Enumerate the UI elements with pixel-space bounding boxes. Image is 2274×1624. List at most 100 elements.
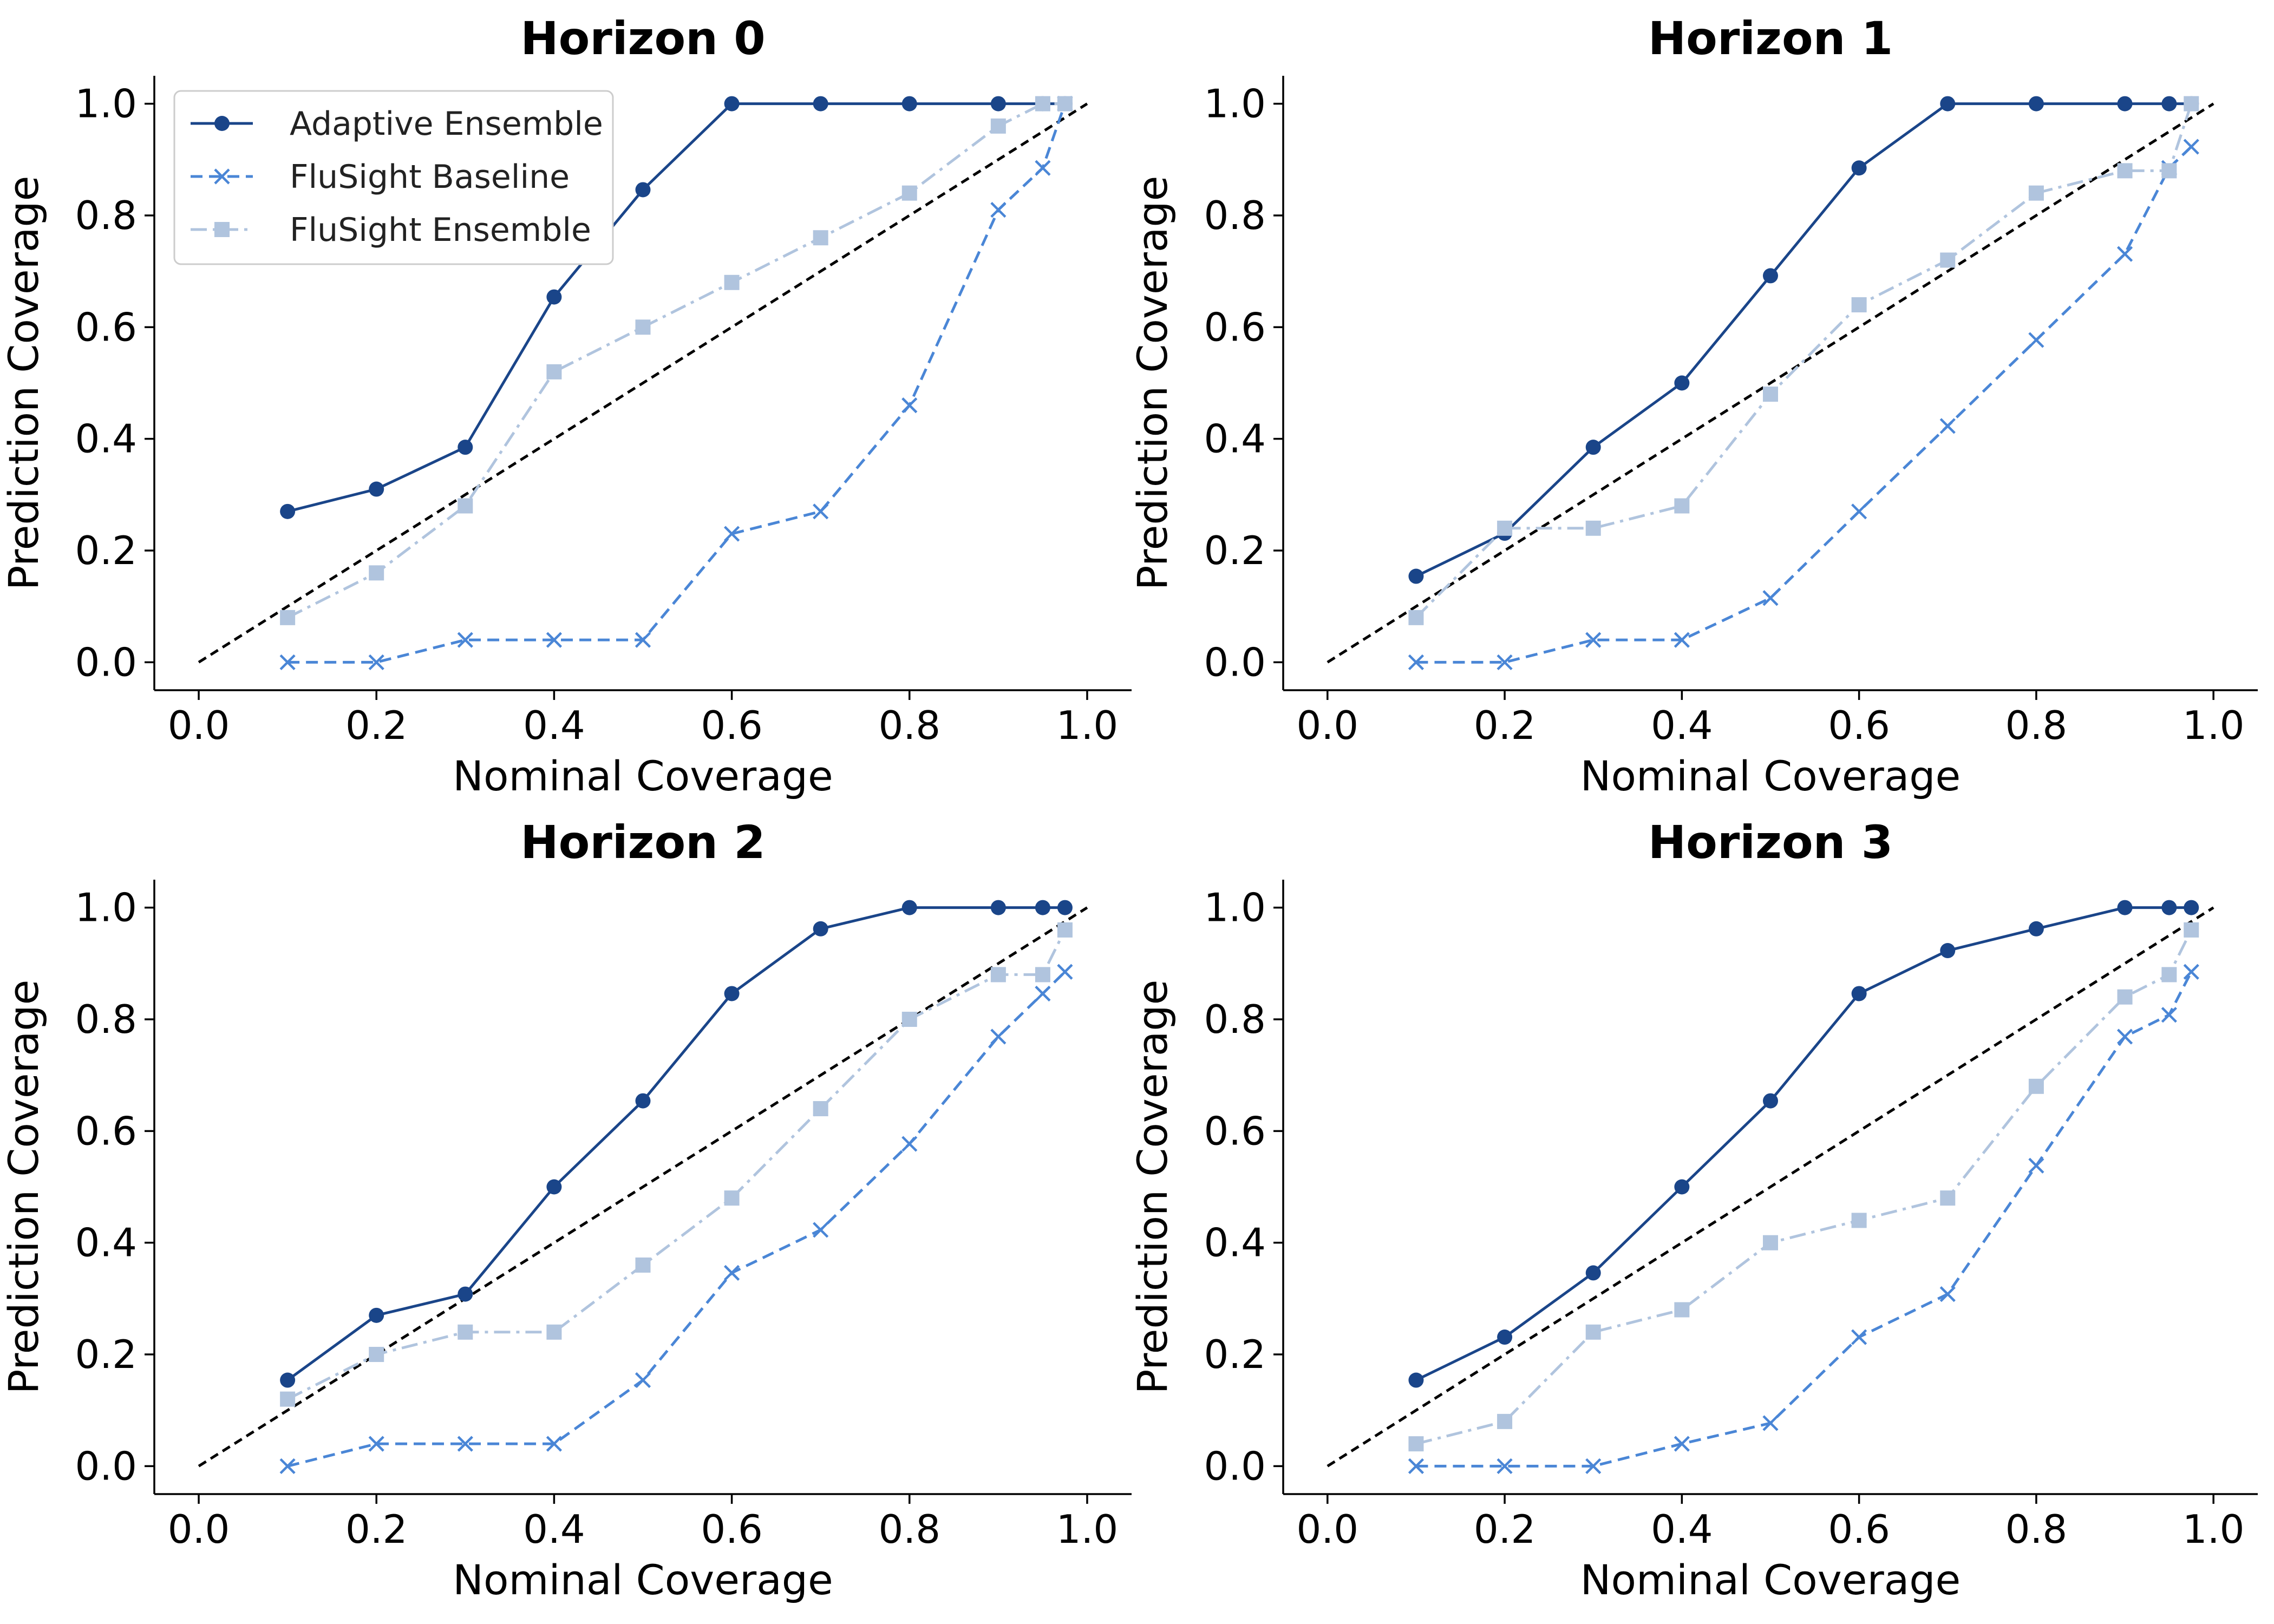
data-point-square bbox=[280, 1391, 296, 1407]
data-point-square bbox=[813, 230, 828, 246]
series-line-flusight-ensemble bbox=[1415, 103, 2193, 619]
data-point-x bbox=[635, 632, 651, 648]
data-point-x bbox=[901, 1136, 918, 1152]
data-point-square bbox=[369, 565, 384, 581]
series-line-adaptive-ensemble bbox=[1415, 102, 2192, 578]
data-point-circle bbox=[990, 96, 1006, 112]
data-point-circle bbox=[1674, 1179, 1690, 1195]
data-point-circle bbox=[901, 900, 917, 915]
data-point-square bbox=[1497, 1413, 1513, 1429]
data-point-square bbox=[2028, 185, 2044, 201]
data-point-circle bbox=[724, 986, 740, 1001]
y-tick-label: 0.8 bbox=[75, 997, 137, 1042]
y-tick-label: 0.0 bbox=[1204, 639, 1266, 685]
data-point-circle bbox=[635, 1093, 651, 1109]
data-point-square bbox=[724, 274, 740, 290]
data-point-circle bbox=[546, 289, 562, 305]
x-tick-label: 0.4 bbox=[1651, 703, 1713, 748]
x-tick-label: 0.4 bbox=[523, 703, 585, 748]
x-tick-label: 0.2 bbox=[345, 1507, 408, 1552]
data-point-square bbox=[635, 319, 651, 335]
x-axis-label: Nominal Coverage bbox=[1580, 1556, 1961, 1604]
data-point-square bbox=[1940, 252, 1956, 268]
data-point-circle bbox=[2117, 900, 2133, 915]
data-point-circle bbox=[1585, 1265, 1601, 1281]
data-point-square bbox=[458, 498, 473, 514]
data-point-circle bbox=[724, 96, 740, 112]
data-point-square bbox=[990, 118, 1006, 134]
x-tick-label: 0.2 bbox=[1474, 1507, 1536, 1552]
x-tick-label: 0.0 bbox=[168, 703, 230, 748]
y-tick-label: 0.2 bbox=[75, 1332, 137, 1377]
data-point-circle bbox=[1408, 1372, 1424, 1388]
data-point-x bbox=[723, 526, 740, 542]
y-axis-label: Prediction Coverage bbox=[1128, 176, 1177, 591]
reference-diagonal-line bbox=[1327, 102, 2214, 664]
data-point-square bbox=[1674, 498, 1690, 514]
data-point-x bbox=[2161, 1007, 2177, 1023]
data-point-x bbox=[1851, 503, 1867, 520]
data-point-square bbox=[1940, 1190, 1956, 1206]
data-point-x bbox=[1408, 654, 1424, 671]
series-line-flusight-ensemble bbox=[1415, 929, 2193, 1445]
x-tick-label: 1.0 bbox=[2182, 1507, 2245, 1552]
y-axis-label: Prediction Coverage bbox=[1128, 980, 1177, 1394]
data-point-x bbox=[2028, 332, 2044, 348]
x-axis-label: Nominal Coverage bbox=[1580, 752, 1961, 800]
reference-diagonal-line bbox=[198, 102, 1088, 664]
y-tick-label: 0.2 bbox=[75, 528, 137, 573]
y-tick-label: 0.6 bbox=[1204, 1108, 1266, 1154]
data-point-circle bbox=[1674, 375, 1690, 391]
data-point-circle bbox=[1763, 1093, 1778, 1109]
data-point-square bbox=[1408, 1436, 1424, 1452]
data-point-square bbox=[1497, 520, 1513, 536]
data-point-circle bbox=[2028, 96, 2044, 112]
x-tick-label: 0.6 bbox=[701, 703, 763, 748]
data-point-circle bbox=[813, 96, 828, 112]
data-point-circle bbox=[458, 440, 473, 455]
data-point-circle bbox=[2184, 900, 2199, 915]
data-point-x bbox=[1035, 985, 1051, 1002]
data-point-circle bbox=[813, 921, 828, 937]
y-tick-label: 0.2 bbox=[1204, 1332, 1266, 1377]
x-tick-label: 0.8 bbox=[879, 703, 941, 748]
data-point-x bbox=[368, 1436, 384, 1452]
series-line-adaptive-ensemble bbox=[286, 906, 1065, 1381]
y-tick-label: 0.6 bbox=[1204, 304, 1266, 350]
panel-title: Horizon 3 bbox=[1648, 816, 1893, 869]
x-tick-label: 0.6 bbox=[1828, 703, 1890, 748]
x-tick-label: 0.2 bbox=[1474, 703, 1536, 748]
data-point-square bbox=[2184, 96, 2199, 112]
data-point-circle bbox=[280, 503, 296, 519]
data-point-square bbox=[546, 1324, 562, 1340]
data-point-square bbox=[990, 967, 1006, 983]
data-point-square bbox=[901, 1011, 917, 1027]
data-point-square bbox=[901, 185, 917, 201]
data-point-x bbox=[1939, 418, 1956, 434]
data-point-circle bbox=[2028, 921, 2044, 937]
data-point-circle bbox=[635, 182, 651, 198]
data-point-circle bbox=[1940, 96, 1956, 112]
data-point-square bbox=[2161, 967, 2177, 983]
data-point-circle bbox=[1408, 568, 1424, 584]
data-point-x bbox=[1497, 654, 1513, 671]
panel-2: Horizon 2 0.0 0.2 0.4 0.6 0.8 1.0 0.0 0.2 0.4 0.6 0… bbox=[0, 816, 1132, 1604]
data-point-square bbox=[369, 1347, 384, 1363]
data-point-x bbox=[1674, 632, 1690, 648]
data-point-x bbox=[813, 1222, 829, 1238]
x-tick-label: 1.0 bbox=[1056, 1507, 1119, 1552]
panel-title: Horizon 1 bbox=[1648, 12, 1893, 65]
y-tick-label: 0.8 bbox=[1204, 193, 1266, 238]
data-point-x bbox=[1057, 964, 1073, 980]
series-line-flusight-baseline bbox=[1416, 146, 2193, 664]
y-tick-label: 0.8 bbox=[1204, 997, 1266, 1042]
x-tick-label: 0.6 bbox=[1828, 1507, 1890, 1552]
data-point-circle bbox=[2117, 96, 2133, 112]
data-point-circle bbox=[1763, 268, 1778, 284]
legend-marker-circle bbox=[214, 116, 230, 131]
data-point-circle bbox=[2161, 900, 2177, 915]
data-point-circle bbox=[280, 1372, 296, 1388]
data-point-x bbox=[1408, 1458, 1424, 1475]
y-tick-label: 0.4 bbox=[1204, 416, 1266, 462]
data-point-circle bbox=[2161, 96, 2177, 112]
